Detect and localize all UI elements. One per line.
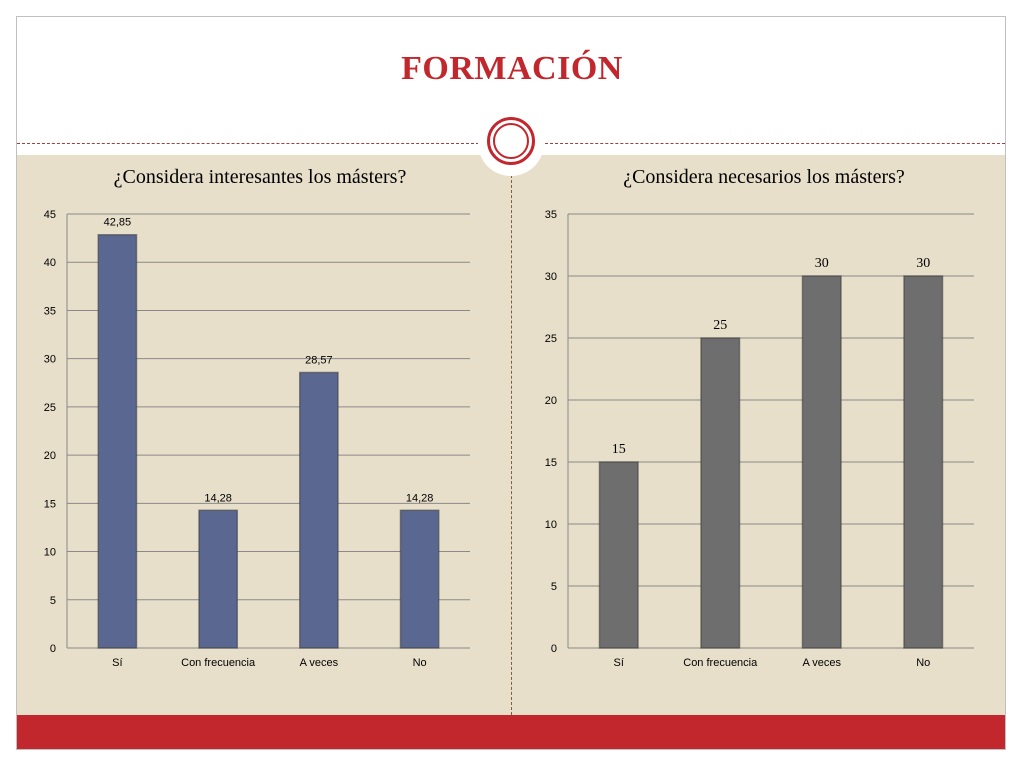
chart-2-ytick-label: 5 <box>551 581 557 593</box>
chart-2-bar <box>700 337 741 649</box>
chart-1-title: ¿Considera interesantes los másters? <box>113 166 407 188</box>
chart-1-category-label: Con frecuencia <box>181 657 256 669</box>
chart-1-bar <box>97 233 138 649</box>
chart-2-data-label: 30 <box>815 256 829 271</box>
chart-1-category-label: No <box>413 657 427 669</box>
chart-1-ytick-label: 15 <box>44 498 56 510</box>
chart-1-data-label: 14,28 <box>406 492 434 504</box>
chart-2-ytick-label: 10 <box>545 519 557 531</box>
chart-1-ytick-label: 40 <box>44 257 56 269</box>
slide-title: FORMACIÓN <box>401 50 623 87</box>
chart-2-bar <box>598 461 639 649</box>
chart-1-data-label: 14,28 <box>204 492 232 504</box>
chart-1-ytick-label: 35 <box>44 305 56 317</box>
ornament-ring-inner <box>493 123 529 159</box>
chart-1-category-label: A veces <box>300 657 339 669</box>
chart-2-bar <box>903 275 944 649</box>
chart-2-ytick-label: 25 <box>545 333 557 345</box>
chart-2-ytick-label: 15 <box>545 457 557 469</box>
header-divider-left <box>17 143 479 144</box>
chart-1-bar <box>399 509 440 649</box>
chart-1-ytick-label: 0 <box>50 643 56 655</box>
chart-1-ytick-label: 25 <box>44 402 56 414</box>
chart-2-ytick-label: 35 <box>545 209 557 221</box>
chart-1-bar <box>298 371 339 649</box>
chart-1-data-label: 28,57 <box>305 354 333 366</box>
chart-2-category-label: No <box>916 657 930 669</box>
chart-2-category-label: A veces <box>802 657 841 669</box>
chart-2-title: ¿Considera necesarios los másters? <box>623 166 905 188</box>
chart-1-category-label: Sí <box>112 657 122 669</box>
chart-2-data-label: 25 <box>713 318 727 333</box>
chart-2-data-label: 30 <box>916 256 930 271</box>
chart-1-ytick-label: 10 <box>44 547 56 559</box>
chart-1-bar <box>198 509 239 649</box>
header-divider-right <box>545 143 1005 144</box>
chart-2-ytick-label: 30 <box>545 271 557 283</box>
chart-2-bar <box>801 275 842 649</box>
chart-2-ytick-label: 0 <box>551 643 557 655</box>
chart-1-ytick-label: 5 <box>50 595 56 607</box>
chart-2-category-label: Con frecuencia <box>683 657 758 669</box>
chart-divider <box>511 175 512 715</box>
chart-2-ytick-label: 20 <box>545 395 557 407</box>
chart-2-category-label: Sí <box>614 657 624 669</box>
chart-1-ytick-label: 20 <box>44 450 56 462</box>
chart-1-ytick-label: 45 <box>44 209 56 221</box>
chart-1-ytick-label: 30 <box>44 354 56 366</box>
bottom-band <box>17 715 1005 749</box>
chart-2-data-label: 15 <box>612 442 626 457</box>
chart-1-data-label: 42,85 <box>104 217 132 229</box>
